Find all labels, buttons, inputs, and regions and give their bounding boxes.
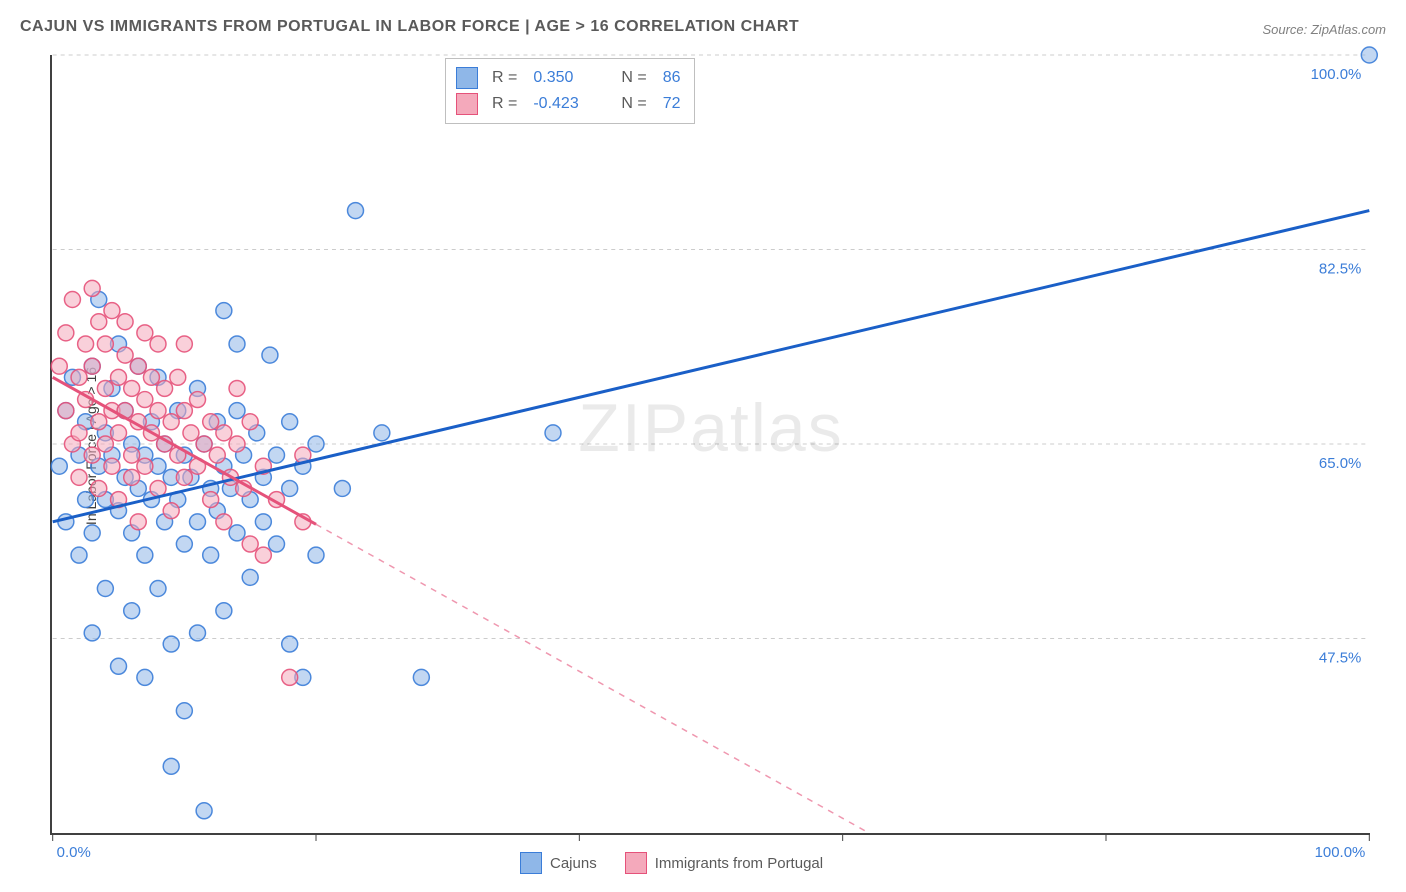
bottom-label-1: Immigrants from Portugal [655,855,823,872]
legend-row-series-1: R = -0.423 N = 72 [456,91,680,117]
n-label: N = [621,91,646,117]
chart-title: CAJUN VS IMMIGRANTS FROM PORTUGAL IN LAB… [20,18,799,36]
plot-svg: 47.5%65.0%82.5%100.0%0.0%100.0% [52,55,1370,833]
svg-text:0.0%: 0.0% [57,844,91,861]
plot-area: 47.5%65.0%82.5%100.0%0.0%100.0% ZIPatlas [50,55,1370,835]
legend-swatch-0 [456,67,478,89]
n-value-0: 86 [663,65,681,91]
n-label: N = [621,65,646,91]
n-value-1: 72 [663,91,681,117]
svg-text:65.0%: 65.0% [1319,455,1361,472]
bottom-legend: Cajuns Immigrants from Portugal [520,852,823,874]
bottom-swatch-0 [520,852,542,874]
correlation-legend: R = 0.350 N = 86 R = -0.423 N = 72 [445,58,695,124]
bottom-label-0: Cajuns [550,855,597,872]
svg-text:47.5%: 47.5% [1319,649,1361,666]
bottom-legend-item-0: Cajuns [520,852,597,874]
bottom-legend-item-1: Immigrants from Portugal [625,852,823,874]
svg-text:82.5%: 82.5% [1319,260,1361,277]
legend-row-series-0: R = 0.350 N = 86 [456,65,680,91]
svg-text:100.0%: 100.0% [1311,66,1362,83]
r-label: R = [492,91,517,117]
source-label: Source: ZipAtlas.com [1262,22,1386,37]
r-value-1: -0.423 [533,91,593,117]
legend-swatch-1 [456,93,478,115]
chart-container: CAJUN VS IMMIGRANTS FROM PORTUGAL IN LAB… [0,0,1406,892]
bottom-swatch-1 [625,852,647,874]
svg-text:100.0%: 100.0% [1315,844,1366,861]
r-value-0: 0.350 [533,65,593,91]
r-label: R = [492,65,517,91]
